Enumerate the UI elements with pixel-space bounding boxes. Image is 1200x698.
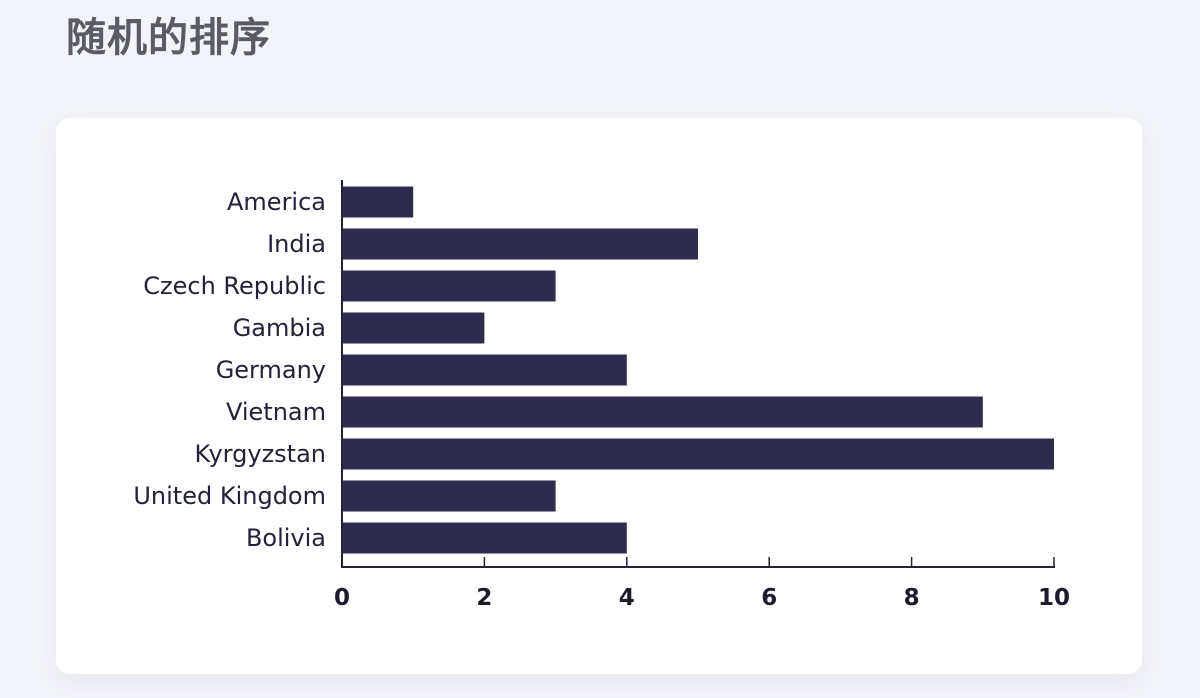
category-label-united-kingdom: United Kingdom (133, 482, 326, 510)
x-tick-label-2: 2 (476, 585, 492, 611)
category-label-america: America (227, 188, 326, 216)
category-label-czech-republic: Czech Republic (143, 272, 326, 300)
x-tick-label-8: 8 (904, 585, 920, 611)
page-title: 随机的排序 (66, 15, 271, 61)
x-tick-label-4: 4 (619, 585, 635, 611)
x-tick-label-10: 10 (1038, 585, 1070, 611)
ticks-layer: 0 2 4 6 8 10 (334, 557, 1070, 611)
bar-bolivia (342, 522, 627, 554)
chart-card: America India Czech Republic Gambia Germany V… (56, 118, 1142, 674)
category-label-bolivia: Bolivia (246, 524, 326, 552)
bar-united-kingdom (342, 480, 556, 512)
bar-kyrgyzstan (342, 438, 1054, 470)
bar-vietnam (342, 396, 983, 428)
category-label-germany: Germany (216, 356, 326, 384)
bars-layer (342, 186, 1054, 554)
bar-india (342, 228, 698, 260)
x-tick-label-6: 6 (761, 585, 777, 611)
bar-america (342, 186, 414, 218)
bar-chart: America India Czech Republic Gambia Germany V… (133, 180, 1070, 611)
bar-germany (342, 354, 627, 386)
x-tick-label-0: 0 (334, 585, 350, 611)
bar-gambia (342, 312, 485, 344)
category-label-india: India (267, 230, 326, 258)
category-label-kyrgyzstan: Kyrgyzstan (194, 440, 326, 468)
category-label-gambia: Gambia (233, 314, 326, 342)
category-labels-layer: America India Czech Republic Gambia Germany V… (133, 188, 326, 552)
category-label-vietnam: Vietnam (226, 398, 326, 426)
bar-czech-republic (342, 270, 556, 302)
